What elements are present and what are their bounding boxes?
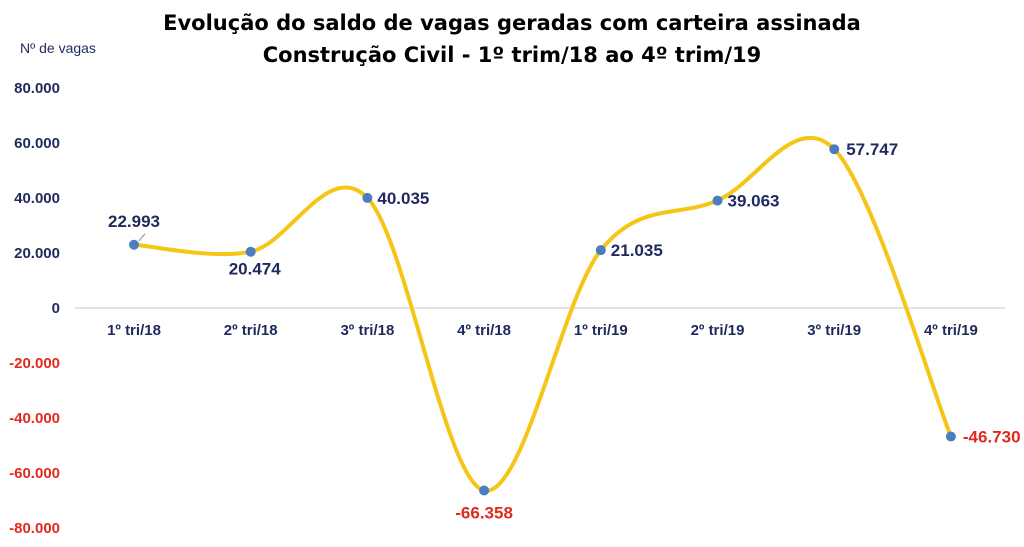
y-tick-label: 40.000	[14, 190, 60, 207]
data-label: 40.035	[377, 189, 429, 208]
data-label: 21.035	[611, 241, 663, 260]
data-point	[245, 246, 256, 257]
data-label: 39.063	[728, 192, 780, 211]
x-tick-label: 2º tri/19	[691, 322, 745, 339]
label-leader-line	[138, 233, 146, 242]
x-tick-label: 1º tri/19	[574, 322, 628, 339]
data-label: 57.747	[846, 140, 898, 159]
y-tick-label: 0	[52, 300, 60, 317]
data-point	[129, 239, 139, 250]
y-tick-label: -20.000	[9, 355, 60, 372]
x-tick-label: 1º tri/18	[107, 322, 161, 339]
y-tick-label: -40.000	[9, 410, 60, 427]
y-tick-label: -80.000	[9, 520, 60, 537]
y-tick-label: 20.000	[14, 245, 60, 262]
data-point	[595, 245, 606, 256]
x-tick-label: 4º tri/19	[924, 322, 978, 339]
data-point	[945, 431, 956, 442]
data-point	[712, 195, 723, 206]
x-tick-label: 3º tri/18	[340, 322, 394, 339]
y-axis-label: Nº de vagas	[20, 40, 96, 56]
x-tick-label: 2º tri/18	[224, 322, 278, 339]
data-label: -46.730	[963, 428, 1021, 447]
y-tick-label: -60.000	[9, 465, 60, 482]
x-tick-label: 4º tri/18	[457, 322, 511, 339]
data-point	[829, 144, 840, 155]
chart-subtitle: Construção Civil - 1º trim/18 ao 4º trim…	[262, 43, 762, 67]
y-tick-label: 80.000	[14, 80, 60, 97]
data-label: 22.993	[108, 212, 160, 231]
chart-title: Evolução do saldo de vagas geradas com c…	[163, 11, 861, 35]
data-point	[479, 485, 490, 496]
data-label: -66.358	[455, 503, 513, 522]
y-tick-label: 60.000	[14, 135, 60, 152]
x-tick-label: 3º tri/19	[807, 322, 861, 339]
data-label: 20.474	[229, 260, 282, 279]
data-point	[362, 192, 373, 203]
series-line	[132, 135, 953, 493]
